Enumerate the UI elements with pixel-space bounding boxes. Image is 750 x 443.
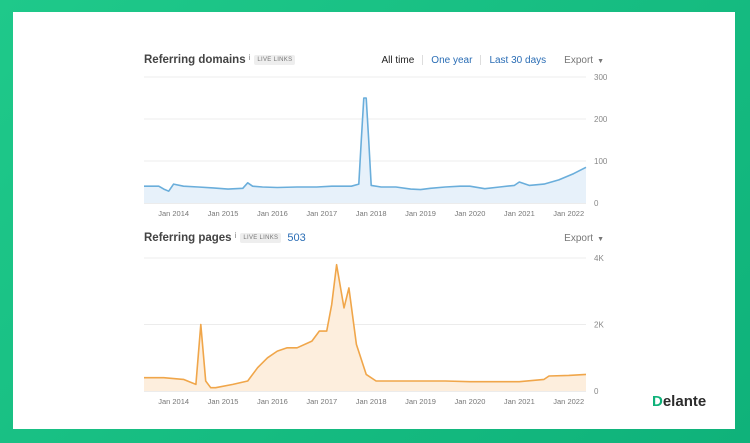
pages-info-icon[interactable]: i xyxy=(234,230,237,240)
series-area xyxy=(144,98,586,203)
x-tick-label: Jan 2019 xyxy=(405,209,436,218)
chevron-down-icon: ▼ xyxy=(597,57,604,65)
chevron-down-icon: ▼ xyxy=(597,235,604,243)
x-tick-label: Jan 2020 xyxy=(455,209,486,218)
series-line xyxy=(144,97,587,192)
content-frame: Referring domains i LIVE LINKS All time … xyxy=(13,12,735,429)
domains-export-button[interactable]: Export ▼ xyxy=(564,55,604,66)
pages-title: Referring pages xyxy=(144,232,232,244)
x-tick-label: Jan 2017 xyxy=(306,209,337,218)
y-tick-label: 300 xyxy=(594,73,608,82)
range-divider xyxy=(480,55,482,65)
x-tick-label: Jan 2021 xyxy=(504,209,535,218)
pages-live-links-badge: LIVE LINKS xyxy=(240,233,282,243)
y-tick-label: 0 xyxy=(594,199,599,208)
domains-live-links-badge: LIVE LINKS xyxy=(254,55,296,65)
x-tick-label: Jan 2014 xyxy=(158,209,189,218)
pages-panel-header: Referring pages i LIVE LINKS 503 Export ▼ xyxy=(144,228,604,248)
domains-title: Referring domains xyxy=(144,54,246,66)
x-tick-label: Jan 2018 xyxy=(356,209,387,218)
domains-info-icon[interactable]: i xyxy=(248,52,251,62)
y-tick-label: 200 xyxy=(594,115,608,124)
x-tick-label: Jan 2015 xyxy=(208,209,239,218)
pages-export-label: Export xyxy=(564,232,594,244)
logo-text: elante xyxy=(662,393,707,410)
range-all-time-button[interactable]: All time xyxy=(381,54,415,66)
x-tick-label: Jan 2022 xyxy=(553,209,584,218)
logo-mark: D xyxy=(652,393,663,410)
x-tick-label: Jan 2016 xyxy=(257,209,288,218)
range-last-30-days-button[interactable]: Last 30 days xyxy=(489,54,547,66)
referring-domains-chart: 0 100 200 300 Jan 2014 Jan 2015 Jan 2016 Jan 20… xyxy=(144,73,608,218)
domains-panel-header: Referring domains i LIVE LINKS All time … xyxy=(144,50,604,70)
pages-count[interactable]: 503 xyxy=(287,232,306,244)
y-tick-label: 100 xyxy=(594,157,608,166)
pages-export-button[interactable]: Export ▼ xyxy=(564,233,604,244)
domains-export-label: Export xyxy=(564,54,594,66)
range-one-year-button[interactable]: One year xyxy=(431,54,473,66)
range-divider xyxy=(422,55,424,65)
